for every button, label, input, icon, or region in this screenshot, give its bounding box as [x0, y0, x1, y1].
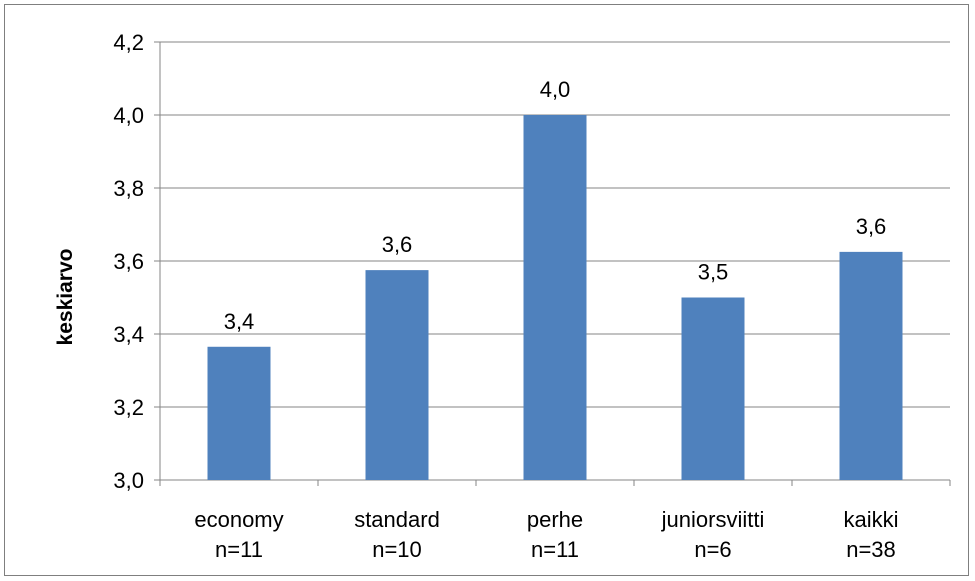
y-axis-ticks: 3,0 3,2 3,4 3,6 3,8 4,0 4,2	[113, 30, 144, 493]
y-tick-label: 3,8	[113, 176, 144, 201]
y-tick-label: 3,4	[113, 322, 144, 347]
category-n-juniorsviitti: n=6	[694, 537, 731, 562]
category-labels: economy n=11 standard n=10 perhe n=11 juniorsv…	[194, 507, 898, 562]
data-label-kaikki: 3,6	[856, 214, 887, 239]
category-n-kaikki: n=38	[846, 537, 896, 562]
y-tick-label: 3,2	[113, 395, 144, 420]
y-tick-label: 4,0	[113, 103, 144, 128]
bar-kaikki	[839, 251, 903, 480]
bar-economy	[207, 346, 271, 480]
data-label-perhe: 4,0	[540, 77, 571, 102]
category-n-perhe: n=11	[531, 537, 579, 562]
y-tick-label: 3,0	[113, 468, 144, 493]
data-label-economy: 3,4	[224, 309, 255, 334]
category-label-economy: economy	[194, 507, 283, 532]
category-label-juniorsviitti: juniorsviitti	[661, 507, 765, 532]
bar-perhe	[523, 115, 587, 480]
category-label-kaikki: kaikki	[843, 507, 898, 532]
y-axis-title: keskiarvo	[54, 249, 77, 346]
y-tick-label: 4,2	[113, 30, 144, 55]
data-labels: 3,4 3,6 4,0 3,5 3,6	[224, 77, 887, 334]
data-label-standard: 3,6	[382, 232, 413, 257]
category-label-standard: standard	[354, 507, 440, 532]
category-n-economy: n=11	[215, 537, 263, 562]
bar-juniorsviitti	[681, 297, 745, 480]
bars	[207, 115, 903, 480]
category-label-perhe: perhe	[527, 507, 583, 532]
category-n-standard: n=10	[372, 537, 422, 562]
bar-standard	[365, 270, 429, 480]
y-tick-label: 3,6	[113, 249, 144, 274]
chart-frame	[4, 4, 969, 576]
data-label-juniorsviitti: 3,5	[698, 260, 729, 285]
